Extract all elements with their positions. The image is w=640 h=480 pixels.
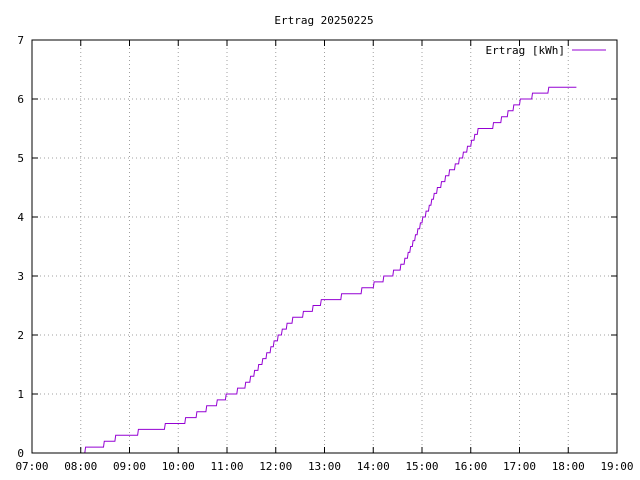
y-tick-label: 6 <box>17 93 24 106</box>
x-tick-label: 16:00 <box>454 460 487 473</box>
y-tick-label: 7 <box>17 34 24 47</box>
x-tick-label: 13:00 <box>308 460 341 473</box>
y-axis-labels: 0 1 2 3 4 5 6 7 <box>17 34 24 460</box>
series-lines <box>84 86 577 454</box>
x-tick-label: 08:00 <box>64 460 97 473</box>
x-tick-label: 19:00 <box>600 460 633 473</box>
x-tick-label: 10:00 <box>162 460 195 473</box>
x-axis-labels: 07:00 08:00 09:00 10:00 11:00 12:00 13:00 14:00… <box>15 460 633 473</box>
axis-ticks <box>31 39 618 454</box>
series-line <box>84 86 577 454</box>
x-tick-label: 18:00 <box>552 460 585 473</box>
y-tick-label: 0 <box>17 447 24 460</box>
chart-title: Ertrag 20250225 <box>274 14 373 27</box>
y-tick-label: 5 <box>17 152 24 165</box>
x-tick-label: 14:00 <box>357 460 390 473</box>
grid-lines <box>32 40 617 453</box>
x-tick-label: 11:00 <box>210 460 243 473</box>
legend-label: Ertrag [kWh] <box>486 44 565 57</box>
y-tick-label: 3 <box>17 270 24 283</box>
plot-frame <box>31 39 618 454</box>
x-tick-label: 07:00 <box>15 460 48 473</box>
x-tick-label: 17:00 <box>503 460 536 473</box>
x-tick-label: 09:00 <box>113 460 146 473</box>
x-tick-label: 12:00 <box>259 460 292 473</box>
y-tick-label: 4 <box>17 211 24 224</box>
y-tick-label: 1 <box>17 388 24 401</box>
legend: Ertrag [kWh] <box>486 44 606 57</box>
x-tick-label: 15:00 <box>405 460 438 473</box>
y-tick-label: 2 <box>17 329 24 342</box>
